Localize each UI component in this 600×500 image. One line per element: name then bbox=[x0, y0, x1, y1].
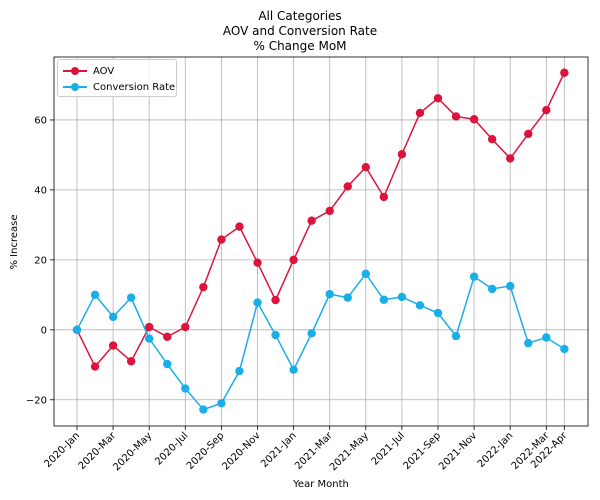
data-point-conversion-rate bbox=[469, 272, 479, 281]
data-point-aov bbox=[181, 322, 190, 332]
x-tick-label: 2020-Jul bbox=[153, 430, 190, 467]
y-axis-label: % Increase bbox=[9, 215, 20, 270]
y-tick-label: 20 bbox=[34, 255, 47, 266]
legend-swatch-aov bbox=[63, 66, 87, 76]
data-point-aov bbox=[289, 255, 298, 265]
legend-swatch-conversion-rate bbox=[63, 82, 87, 92]
data-point-conversion-rate bbox=[199, 405, 208, 414]
data-point-conversion-rate bbox=[163, 359, 172, 369]
data-point-conversion-rate bbox=[415, 301, 425, 310]
plot-frame bbox=[53, 56, 589, 427]
data-point-conversion-rate bbox=[361, 269, 370, 279]
data-point-conversion-rate bbox=[108, 312, 118, 322]
data-point-aov bbox=[469, 115, 479, 124]
data-point-aov bbox=[524, 129, 533, 139]
data-point-conversion-rate bbox=[451, 331, 461, 341]
data-point-aov bbox=[506, 154, 515, 163]
data-point-aov bbox=[217, 235, 226, 244]
x-tick-label: 2021-Jul bbox=[370, 430, 407, 467]
data-point-aov bbox=[361, 162, 370, 172]
data-point-conversion-rate bbox=[433, 308, 443, 318]
data-point-aov bbox=[325, 206, 334, 216]
data-point-aov bbox=[199, 282, 208, 292]
data-point-aov bbox=[343, 182, 352, 191]
y-tick-label: 40 bbox=[34, 185, 47, 196]
legend-label-aov: AOV bbox=[93, 65, 115, 77]
y-tick-label: −20 bbox=[26, 395, 47, 406]
data-point-aov bbox=[433, 94, 443, 103]
data-point-conversion-rate bbox=[542, 333, 551, 342]
axes: 2020-Jan2020-Mar2020-May2020-Jul2020-Sep… bbox=[26, 56, 589, 473]
legend-label-conversion-rate: Conversion Rate bbox=[93, 81, 176, 93]
data-point-conversion-rate bbox=[560, 344, 569, 354]
chart-title-line-2: AOV and Conversion Rate bbox=[222, 24, 378, 38]
data-point-conversion-rate bbox=[235, 366, 244, 376]
x-tick-label: 2020-May bbox=[111, 430, 154, 473]
chart-title-line-1: All Categories bbox=[258, 9, 342, 23]
series-line-conversion-rate bbox=[76, 272, 565, 411]
data-point-aov bbox=[253, 258, 262, 267]
data-point-conversion-rate bbox=[506, 281, 515, 291]
data-point-conversion-rate bbox=[181, 384, 190, 393]
data-point-conversion-rate bbox=[253, 298, 262, 307]
grid bbox=[54, 57, 588, 426]
data-point-conversion-rate bbox=[72, 325, 82, 335]
data-point-conversion-rate bbox=[90, 290, 100, 300]
data-point-conversion-rate bbox=[271, 330, 280, 340]
data-point-aov bbox=[451, 112, 461, 121]
data-point-aov bbox=[487, 134, 497, 144]
data-point-aov bbox=[145, 322, 154, 332]
y-tick-label: 60 bbox=[34, 115, 47, 126]
data-point-aov bbox=[415, 108, 425, 118]
data-point-aov bbox=[126, 357, 136, 366]
data-point-conversion-rate bbox=[145, 334, 154, 343]
data-point-conversion-rate bbox=[524, 338, 533, 348]
y-tick-label: 0 bbox=[41, 325, 47, 336]
legend-item-aov: AOV bbox=[63, 64, 114, 78]
data-point-conversion-rate bbox=[397, 292, 407, 302]
legend-item-conversion-rate: Conversion Rate bbox=[63, 80, 175, 94]
data-point-aov bbox=[163, 332, 172, 342]
data-point-aov bbox=[542, 105, 551, 115]
x-tick-label: 2020-Nov bbox=[220, 430, 262, 472]
data-point-aov bbox=[108, 341, 118, 350]
data-point-aov bbox=[397, 150, 407, 159]
data-point-conversion-rate bbox=[289, 365, 298, 374]
data-point-aov bbox=[307, 216, 316, 225]
data-point-conversion-rate bbox=[379, 295, 389, 304]
data-point-conversion-rate bbox=[126, 293, 136, 302]
x-tick-label: 2021-May bbox=[328, 430, 371, 473]
data-point-aov bbox=[271, 295, 280, 305]
data-point-conversion-rate bbox=[325, 289, 334, 299]
data-point-aov bbox=[560, 68, 569, 77]
series-layer bbox=[72, 68, 569, 414]
data-point-conversion-rate bbox=[487, 284, 497, 294]
series-line-aov bbox=[76, 72, 566, 368]
x-tick-label: 2021-Nov bbox=[437, 430, 479, 472]
data-point-conversion-rate bbox=[217, 399, 226, 408]
data-point-aov bbox=[90, 362, 100, 371]
x-axis-label: Year Month bbox=[292, 479, 349, 490]
data-point-aov bbox=[235, 222, 244, 231]
legend: AOV Conversion Rate bbox=[57, 59, 177, 97]
data-point-aov bbox=[379, 192, 389, 202]
chart-title-line-3: % Change MoM bbox=[253, 39, 347, 53]
data-point-conversion-rate bbox=[307, 329, 316, 338]
data-point-conversion-rate bbox=[343, 293, 352, 302]
